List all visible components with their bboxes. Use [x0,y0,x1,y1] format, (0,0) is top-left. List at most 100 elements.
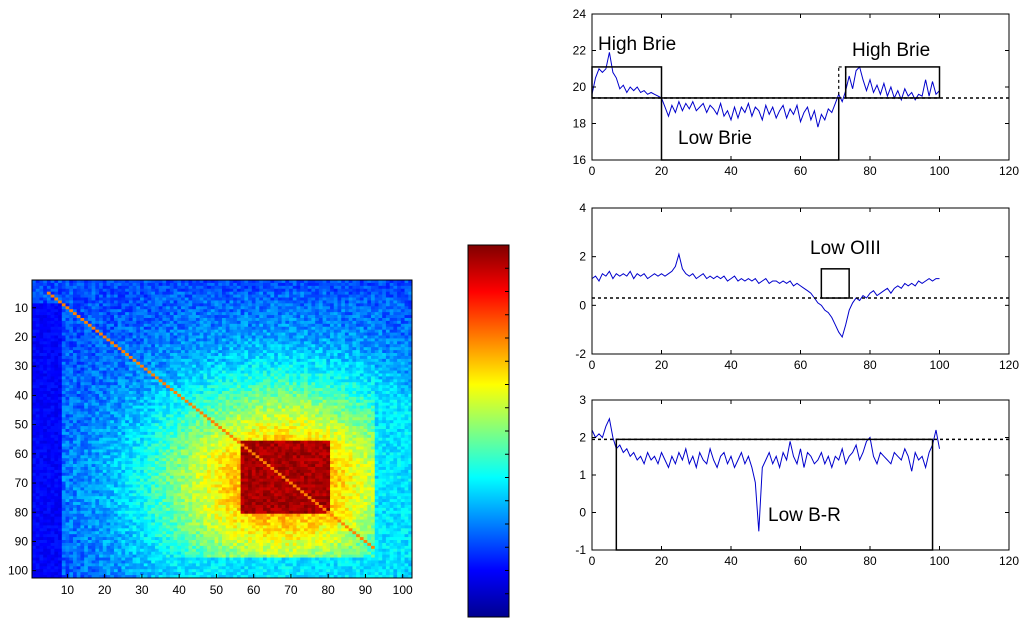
heatmap-cell [169,420,174,424]
heatmap-cells [32,280,413,579]
heatmap-cell [43,405,48,409]
heatmap-cell [87,300,93,304]
heatmap-cell [255,338,260,342]
heatmap-cell [337,300,342,304]
heatmap-cell [352,297,357,301]
heatmap-cell [244,326,249,331]
heatmap-cell [195,350,201,354]
heatmap-cell [393,376,398,380]
heatmap-cell [285,364,290,369]
heatmap-cell [84,396,89,401]
heatmap-cell [333,285,338,290]
heatmap-cell [192,338,197,342]
heatmap-cell [385,373,391,377]
heatmap-cell [195,320,201,325]
heatmap-cell [140,323,145,328]
heatmap-cell [125,391,130,395]
heatmap-cell [292,420,297,424]
heatmap-cell [218,315,223,319]
heatmap-cell [225,341,230,345]
heatmap-cell [35,405,40,409]
heatmap-cell [210,385,215,389]
heatmap-cell [303,408,309,412]
heatmap-cell [132,297,137,301]
heatmap-cell [330,300,335,304]
heatmap-cell [132,385,137,389]
heatmap-cell [225,358,230,363]
heatmap-cell [270,309,275,313]
heatmap-cell [39,350,44,354]
heatmap-cell [348,396,353,401]
heatmap-cell [192,399,197,404]
heatmap-cell [393,280,398,284]
heatmap-cell [222,285,227,290]
heatmap-cell [240,408,245,412]
heatmap-cell [266,420,271,424]
heatmap-cell [214,309,219,313]
heatmap-cell [367,332,372,336]
heatmap-cell [300,373,305,377]
heatmap-cell [181,376,186,380]
heatmap-cell [285,315,290,319]
heatmap-cell [58,306,63,310]
heatmap-cell [344,391,350,395]
heatmap-cell [166,391,171,395]
heatmap-cell [65,393,70,398]
heatmap-cell [169,405,174,409]
heatmap-cell [236,385,242,389]
heatmap-cell [371,411,376,415]
heatmap-cell [404,288,409,293]
heatmap-cell [363,414,368,418]
heatmap-cell [356,373,361,377]
heatmap-cell [87,376,93,380]
heatmap-cell [296,282,301,287]
heatmap-cell [162,370,167,374]
heatmap-cell [251,312,256,316]
heatmap-cell [69,280,74,284]
heatmap-cell [233,347,238,351]
heatmap-cell [363,370,368,374]
heatmap-cell [121,420,126,424]
heatmap-cell [356,405,361,409]
heatmap-cell [382,411,387,415]
heatmap-cell [132,332,137,336]
heatmap-cell [121,315,126,319]
heatmap-cell [307,341,312,345]
heatmap-cell [99,303,104,307]
heatmap-cell [266,376,271,380]
heatmap-cell [240,376,245,380]
heatmap-cell [359,361,364,366]
heatmap-cell [393,317,398,322]
heatmap-cell [91,338,96,342]
heatmap-cell [274,291,279,296]
heatmap-cell [58,344,63,348]
heatmap-cell [281,297,286,301]
heatmap-cell [61,417,66,421]
heatmap-cell [43,402,48,407]
heatmap-cell [46,355,52,360]
heatmap-cell [117,326,122,331]
heatmap-cell [385,396,391,401]
heatmap-cell [363,309,368,313]
heatmap-cell [356,370,361,374]
heatmap-cell [233,405,238,409]
heatmap-cell [378,405,383,409]
heatmap-cell [371,285,376,290]
heatmap-cell [262,323,268,328]
heatmap-cell [378,388,383,392]
heatmap-cell [333,280,338,284]
heatmap-cell [158,338,163,342]
heatmap-cell [218,379,223,383]
heatmap-cell [140,320,145,325]
heatmap-cell [143,341,148,345]
heatmap-cell [43,291,48,296]
heatmap-cell [166,411,171,415]
heatmap-cell [315,370,320,374]
heatmap-cell [363,335,368,339]
heatmap-cell [262,332,268,336]
heatmap-cell [151,414,156,418]
heatmap-cell [151,297,156,301]
heatmap-cell [397,350,402,354]
heatmap-cell [341,417,346,421]
heatmap-cell [184,288,189,293]
